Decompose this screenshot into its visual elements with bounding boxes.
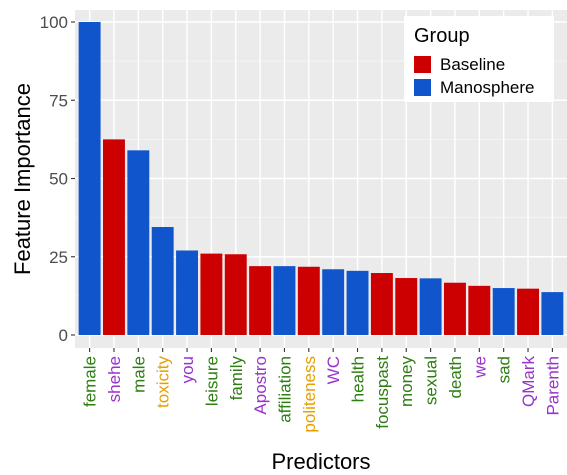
y-tick-label: 0: [59, 326, 68, 345]
legend-swatch-baseline: [414, 56, 431, 73]
x-tick-label-family: family: [227, 356, 246, 401]
bar-family: [224, 254, 247, 335]
x-tick-label-Parenth: Parenth: [543, 356, 562, 416]
x-axis-title: Predictors: [271, 449, 370, 474]
bar-WC: [322, 269, 345, 335]
y-tick-label: 50: [49, 170, 68, 189]
x-tick-label-leisure: leisure: [202, 356, 221, 406]
bar-health: [346, 270, 369, 335]
x-tick-label-sexual: sexual: [422, 356, 441, 405]
bar-affiliation: [273, 266, 296, 335]
bar-you: [176, 250, 198, 335]
x-tick-label-toxicity: toxicity: [154, 356, 173, 408]
x-tick-label-WC: WC: [324, 356, 343, 384]
x-tick-label-male: male: [129, 356, 148, 393]
bar-Parenth: [541, 292, 564, 335]
x-tick-label-sad: sad: [495, 356, 514, 383]
x-tick-label-we: we: [470, 356, 489, 379]
x-tick-label-focuspast: focuspast: [373, 356, 392, 429]
y-tick-label: 100: [40, 13, 68, 32]
y-tick-label: 75: [49, 91, 68, 110]
x-tick-label-you: you: [178, 356, 197, 383]
bar-death: [444, 282, 466, 335]
x-tick-label-QMark: QMark: [519, 356, 538, 408]
legend-label-baseline: Baseline: [440, 55, 505, 74]
legend: Group Baseline Manosphere: [404, 16, 554, 102]
x-tick-label-affiliation: affiliation: [275, 356, 294, 423]
x-tick-label-shehe: shehe: [105, 356, 124, 402]
bar-male: [127, 150, 150, 335]
bar-Apostro: [249, 266, 272, 335]
bars: [78, 22, 564, 335]
x-tick-label-death: death: [446, 356, 465, 399]
bar-politeness: [297, 266, 320, 335]
bar-female: [78, 22, 101, 335]
bar-toxicity: [151, 227, 174, 335]
bar-sexual: [419, 278, 442, 335]
x-tick-label-Apostro: Apostro: [251, 356, 270, 415]
legend-swatch-manosphere: [414, 79, 431, 96]
y-tick-label: 25: [49, 248, 68, 267]
legend-label-manosphere: Manosphere: [440, 78, 535, 97]
bar-focuspast: [370, 273, 393, 335]
bar-sad: [492, 288, 515, 335]
legend-title: Group: [414, 25, 470, 47]
x-tick-label-politeness: politeness: [300, 356, 319, 433]
bar-QMark: [517, 288, 539, 335]
x-tick-label-health: health: [349, 356, 368, 402]
bar-money: [395, 278, 418, 335]
bar-leisure: [200, 253, 223, 335]
x-tick-label-money: money: [397, 356, 416, 408]
y-axis: 0 25 50 75 100: [40, 13, 75, 345]
x-axis: female shehe male toxicity you leisure family A…: [81, 348, 562, 433]
y-axis-title: Feature Importance: [10, 83, 35, 275]
x-tick-label-female: female: [81, 356, 100, 407]
bar-we: [468, 285, 491, 335]
bar-shehe: [103, 139, 125, 335]
